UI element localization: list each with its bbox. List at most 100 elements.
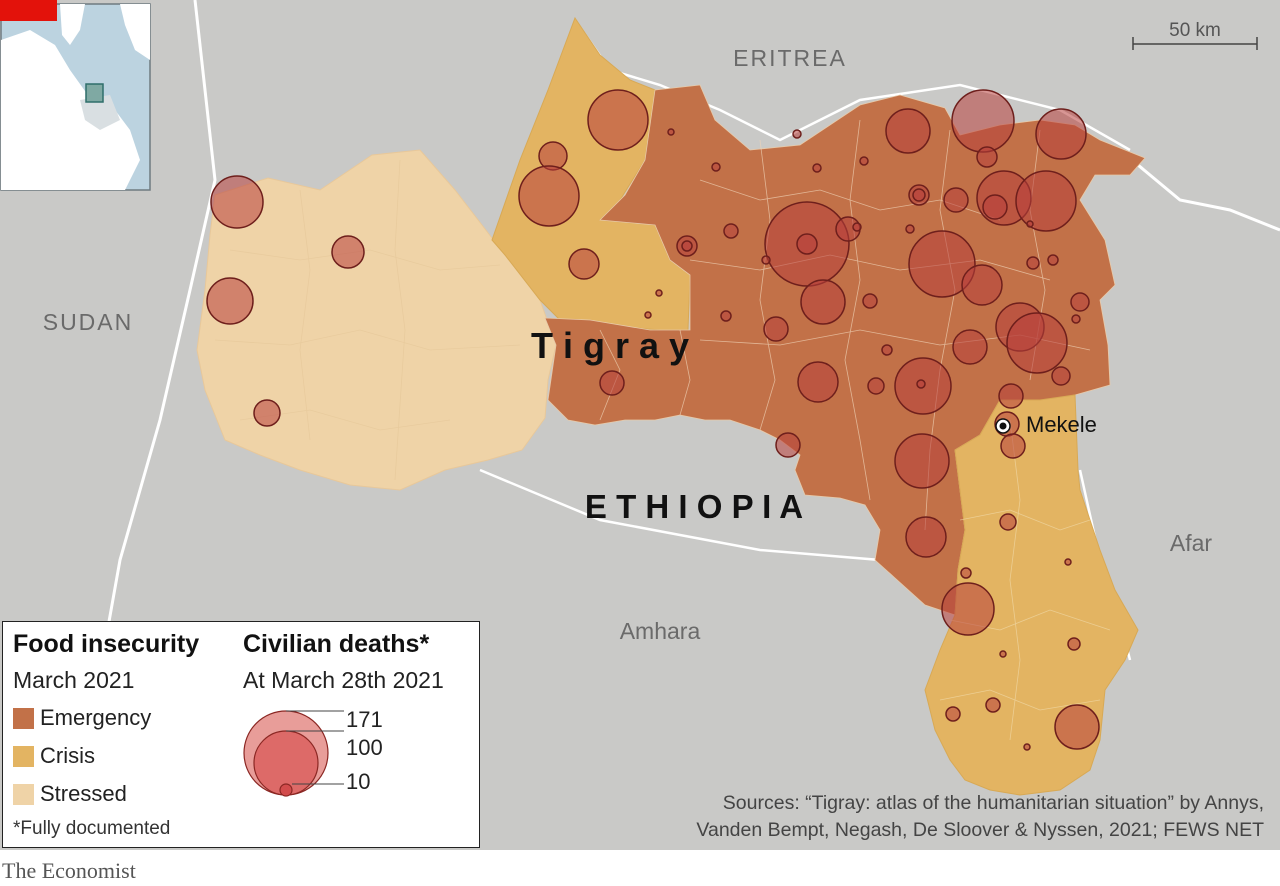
civilian-deaths-subtitle: At March 28th 2021 — [243, 667, 444, 693]
death-circle — [852, 222, 862, 232]
death-circle — [945, 706, 961, 722]
death-circle — [711, 162, 721, 172]
ethiopia-label: E T H I O P I A — [585, 488, 803, 525]
sources-line-2: Vanden Bempt, Negash, De Sloover & Nysse… — [696, 819, 1264, 841]
death-circle — [812, 163, 822, 173]
death-circle — [1051, 366, 1071, 386]
fully-documented-note: *Fully documented — [13, 818, 171, 839]
death-circle — [568, 248, 600, 280]
death-circle — [905, 224, 915, 234]
death-circle — [1015, 170, 1077, 232]
sudan-border — [93, 0, 217, 701]
death-circle — [796, 233, 818, 255]
legend-item-label: Stressed — [40, 781, 127, 806]
death-circle — [1071, 314, 1081, 324]
death-circle — [253, 399, 281, 427]
death-circle — [912, 188, 926, 202]
circle-size-key — [243, 710, 344, 797]
death-circle — [1000, 433, 1026, 459]
death-circle — [775, 432, 801, 458]
sources-line-1: Sources: “Tigray: atlas of the humanitar… — [722, 792, 1264, 814]
sudan-label: SUDAN — [43, 309, 134, 335]
death-circle — [862, 293, 878, 309]
death-circle — [943, 187, 969, 213]
death-circle — [1035, 108, 1087, 160]
amhara-label: Amhara — [620, 618, 701, 644]
death-circle — [1026, 220, 1034, 228]
key-value-10: 10 — [346, 769, 371, 794]
death-circle — [1064, 558, 1072, 566]
death-circle — [951, 89, 1015, 153]
death-circles — [206, 89, 1100, 751]
death-circle — [999, 650, 1007, 658]
sources-note: Sources: “Tigray: atlas of the humanitar… — [644, 790, 1264, 844]
key-value-171: 171 — [346, 707, 383, 732]
death-circle — [797, 361, 839, 403]
death-circle — [792, 129, 802, 139]
mekele-marker-dot — [999, 422, 1007, 430]
afar-label: Afar — [1170, 530, 1213, 556]
death-circle — [894, 433, 950, 489]
locator-map — [0, 3, 151, 191]
eritrea-label: ERITREA — [733, 45, 847, 71]
afar-border — [1119, 148, 1280, 232]
legend-item-label: Crisis — [40, 743, 95, 768]
death-circle — [655, 289, 663, 297]
death-circle — [723, 223, 739, 239]
death-circle — [1047, 254, 1059, 266]
key-value-100: 100 — [346, 735, 383, 760]
food-insecurity-title: Food insecurity — [13, 630, 200, 658]
food-insecurity-subtitle: March 2021 — [13, 667, 135, 693]
civilian-deaths-title: Civilian deaths* — [243, 630, 430, 658]
death-circle — [681, 240, 693, 252]
death-circle — [720, 310, 732, 322]
death-circle — [998, 383, 1024, 409]
death-circle — [885, 108, 931, 154]
emergency-swatch — [13, 707, 34, 729]
death-circle — [518, 165, 580, 227]
death-circle — [941, 582, 995, 636]
death-circle — [206, 277, 254, 325]
tigray-label: T i g r a y — [531, 325, 689, 366]
death-circle — [961, 264, 1003, 306]
death-circle — [960, 567, 972, 579]
locator-highlight-box — [85, 83, 104, 103]
stressed-swatch — [13, 783, 34, 805]
stressed-region — [196, 149, 557, 491]
death-circle — [667, 128, 675, 136]
economist-red-tab — [0, 0, 57, 21]
legend-item-crisis: Crisis — [13, 743, 95, 769]
death-circle — [1006, 312, 1068, 374]
death-circle — [644, 311, 652, 319]
death-circle — [800, 279, 846, 325]
death-circle — [908, 230, 976, 298]
death-circle — [1023, 743, 1031, 751]
death-circle — [1054, 704, 1100, 750]
legend-item-label: Emergency — [40, 705, 152, 730]
death-circle — [999, 513, 1017, 531]
death-circle — [916, 379, 926, 389]
death-circle — [985, 697, 1001, 713]
death-circle — [1067, 637, 1081, 651]
legend-item-emergency: Emergency — [13, 705, 151, 731]
death-circle — [952, 329, 988, 365]
key-circle-10 — [279, 783, 293, 797]
scale-bar: 50 km — [1132, 20, 1258, 50]
mekele-label: Mekele — [1026, 412, 1097, 437]
death-circle — [1070, 292, 1090, 312]
crisis-swatch — [13, 745, 34, 767]
legend-item-stressed: Stressed — [13, 781, 127, 807]
death-circle — [761, 255, 771, 265]
legend: Food insecurity March 2021 Emergency Cri… — [2, 621, 480, 848]
death-circle — [905, 516, 947, 558]
death-circle — [867, 377, 885, 395]
death-circle — [982, 194, 1008, 220]
death-circle — [587, 89, 649, 151]
death-circle — [763, 316, 789, 342]
death-circle — [859, 156, 869, 166]
death-circle — [331, 235, 365, 269]
crisis-region-south — [924, 394, 1139, 796]
death-circle — [1026, 256, 1040, 270]
eritrea-border — [573, 19, 1131, 152]
